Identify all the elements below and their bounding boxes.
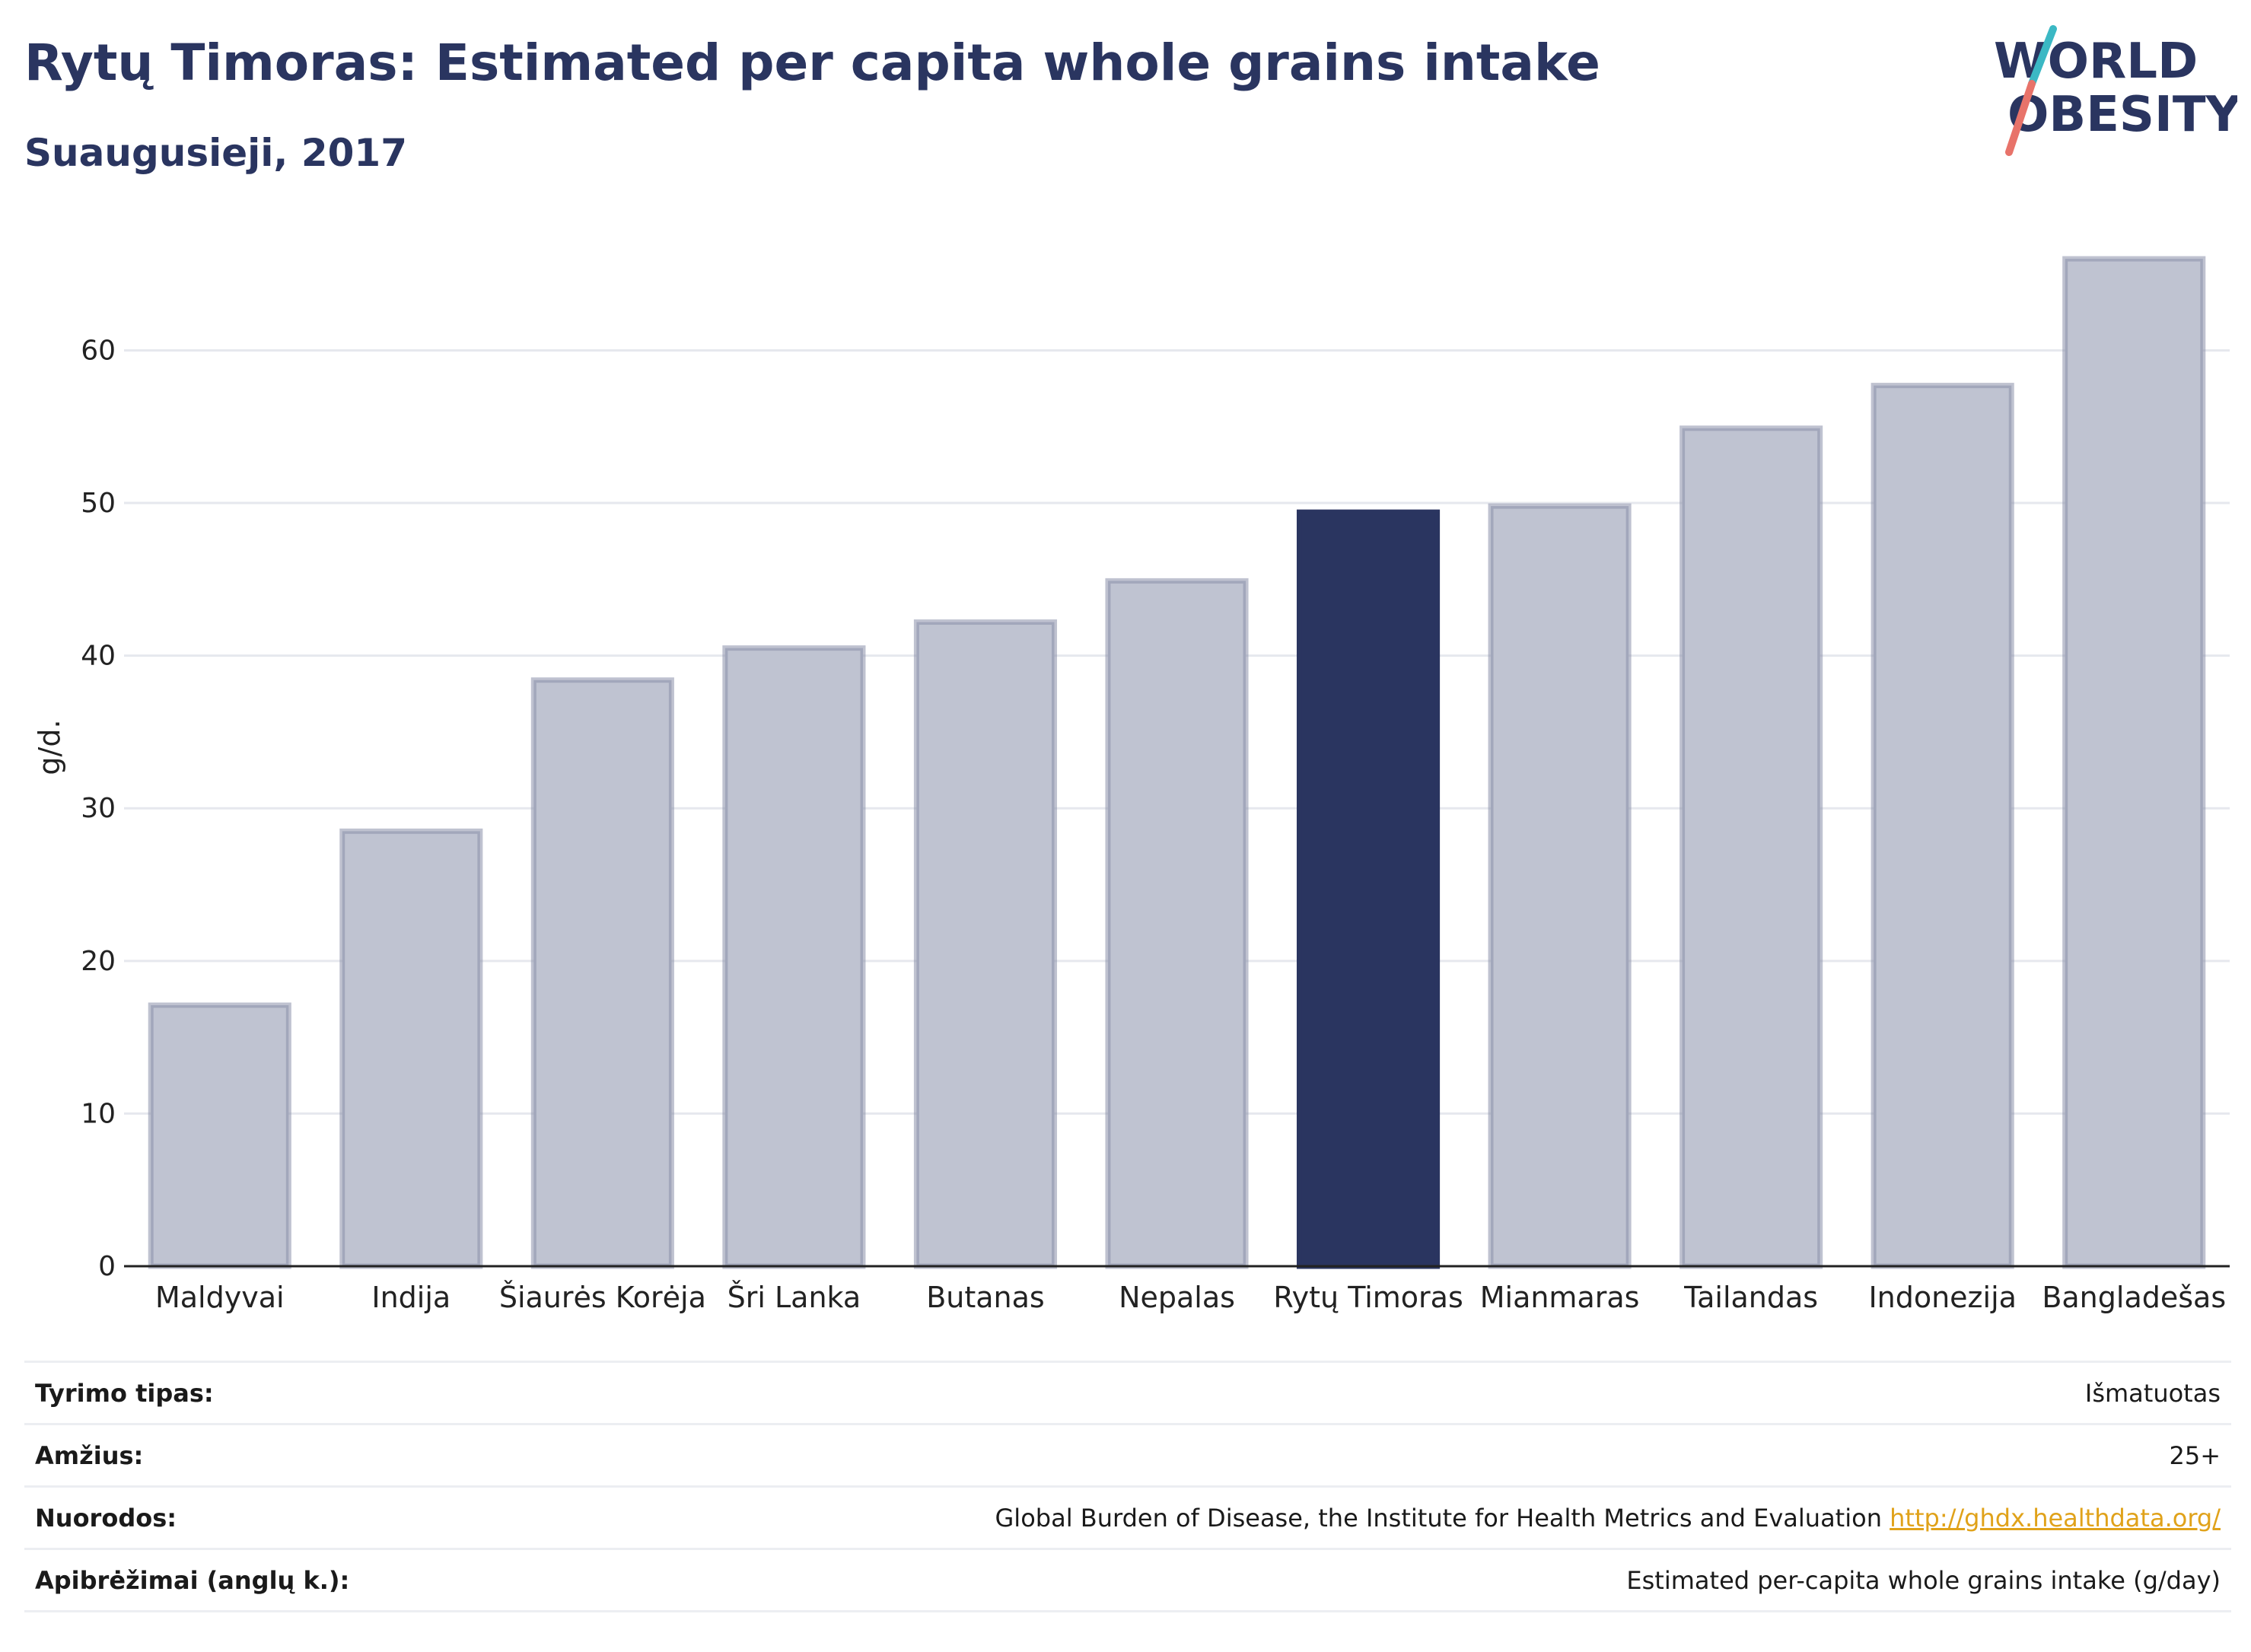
metadata-table: Tyrimo tipas: Išmatuotas Amžius: 25+ Nuorodo…: [24, 1361, 2231, 1612]
x-tick-label: Nepalas: [1119, 1281, 1235, 1314]
x-tick-label: Tailandas: [1683, 1281, 1818, 1314]
metadata-value: Estimated per-capita whole grains intake…: [492, 1549, 2231, 1612]
y-tick-label: 10: [81, 1098, 116, 1129]
bar: [1488, 503, 1632, 1269]
world-obesity-logo: WORLD OBESITY: [1994, 25, 2237, 156]
metadata-value-text: 25+: [2169, 1440, 2221, 1470]
x-tick-label: Maldyvai: [155, 1281, 285, 1314]
x-tick-label: Šiaurės Korėja: [499, 1281, 706, 1314]
x-tick-label: Bangladešas: [2042, 1281, 2226, 1314]
y-tick-label: 0: [98, 1251, 116, 1282]
logo-slash-bottom: [2005, 80, 2036, 156]
metadata-value: Išmatuotas: [492, 1362, 2231, 1424]
logo-slash-top: [2028, 25, 2057, 88]
metadata-value-text: Global Burden of Disease, the Institute …: [995, 1503, 1882, 1533]
metadata-row: Amžius: 25+: [24, 1424, 2231, 1487]
metadata-label: Nuorodos:: [35, 1503, 177, 1533]
metadata-value-text: Estimated per-capita whole grains intake…: [1626, 1565, 2221, 1595]
bar: [530, 677, 674, 1269]
x-tick-label: Indonezija: [1868, 1281, 2016, 1314]
x-tick-label: Butanas: [926, 1281, 1045, 1314]
metadata-label: Tyrimo tipas:: [35, 1378, 214, 1408]
bar: [1871, 383, 2014, 1269]
bar-chart: 0 10 20 30 40 50 60 g/d. Maldyvai Indija Šiaurės K…: [33, 256, 2230, 1314]
y-tick-label: 50: [81, 488, 116, 519]
metadata-label: Apibrėžimai (anglų k.):: [35, 1565, 350, 1595]
bar: [1105, 578, 1249, 1269]
x-tick-label: Mianmaras: [1480, 1281, 1640, 1314]
y-axis-label: g/d.: [33, 719, 66, 775]
bar: [722, 645, 866, 1269]
metadata-row: Tyrimo tipas: Išmatuotas: [24, 1361, 2231, 1424]
bar: [1679, 425, 1823, 1269]
x-tick-label: Šri Lanka: [728, 1281, 861, 1314]
bar: [339, 828, 483, 1269]
metadata-row: Nuorodos: Global Burden of Disease, the I…: [24, 1486, 2231, 1549]
logo-line1: WORLD: [1994, 33, 2198, 90]
logo-line2: OBESITY: [2007, 87, 2237, 143]
metadata-value-text: Išmatuotas: [2084, 1378, 2221, 1408]
bar: [148, 1002, 291, 1269]
x-tick-label: Rytų Timoras: [1273, 1281, 1463, 1314]
chart-subtitle: Suaugusieji, 2017: [24, 131, 407, 175]
source-link[interactable]: http://ghdx.healthdata.org/: [1890, 1503, 2221, 1533]
metadata-value: Global Burden of Disease, the Institute …: [492, 1487, 2231, 1549]
metadata-value: 25+: [492, 1424, 2231, 1487]
bar: [2062, 256, 2206, 1269]
chart-title: Rytų Timoras: Estimated per capita whole…: [24, 33, 1600, 92]
y-tick-label: 40: [81, 641, 116, 672]
metadata-label: Amžius:: [35, 1440, 144, 1470]
y-tick-label: 20: [81, 946, 116, 977]
x-tick-label: Indija: [371, 1281, 451, 1314]
y-tick-label: 60: [81, 335, 116, 366]
bar-highlighted: [1296, 509, 1441, 1269]
metadata-row: Apibrėžimai (anglų k.): Estimated per-cap…: [24, 1549, 2231, 1612]
bar: [913, 619, 1058, 1269]
y-tick-label: 30: [81, 793, 116, 824]
